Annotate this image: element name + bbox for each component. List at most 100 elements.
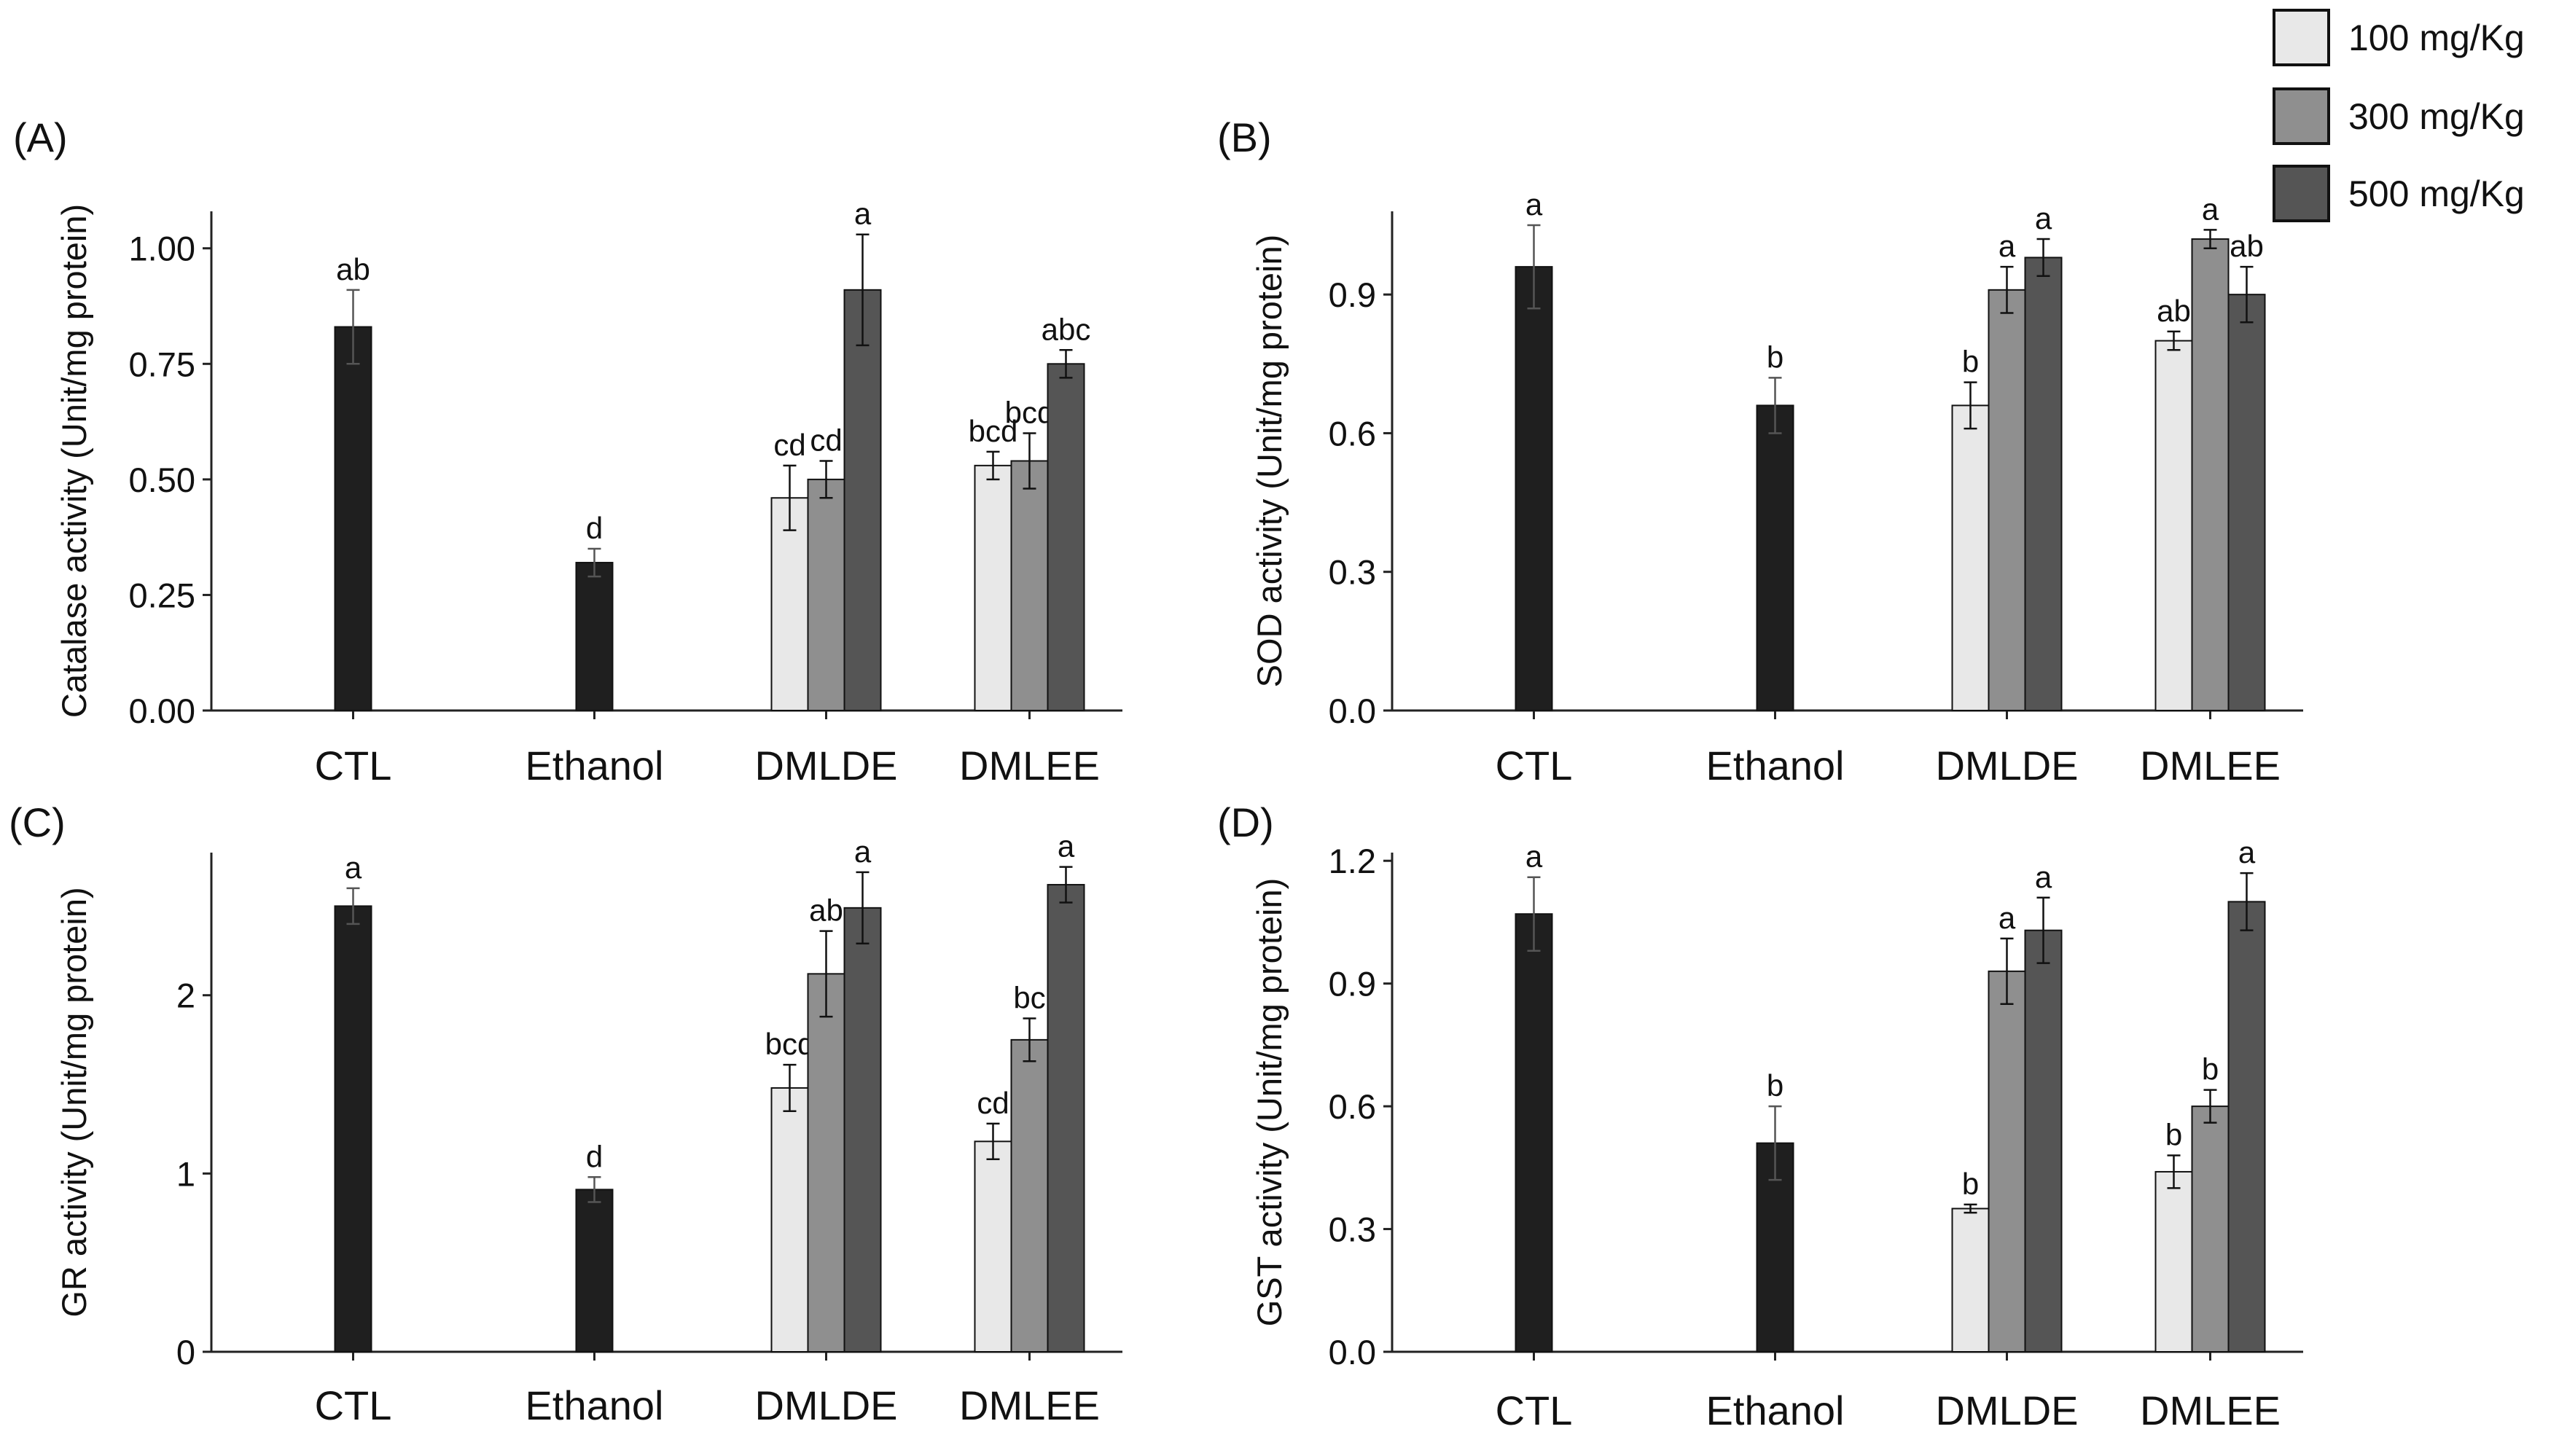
legend-label-1: 100 mg/Kg <box>2348 17 2525 58</box>
legend: 100 mg/Kg 300 mg/Kg 500 mg/Kg <box>2273 9 2525 222</box>
y-tick-label: 1 <box>176 1154 195 1193</box>
significance-letter: bcd <box>765 1027 815 1061</box>
bar <box>974 1140 1012 1353</box>
panel-d: (D) 0.0 0.3 0.6 0.9 1.2 GST activity (Unit/mg … <box>1217 799 2303 1433</box>
significance-letter: ab <box>336 252 370 286</box>
bar <box>843 289 882 711</box>
x-tick-label: Ethanol <box>1706 743 1845 788</box>
x-tick-label: DMLEE <box>2140 743 2281 788</box>
legend-swatch-3 <box>2273 165 2330 222</box>
significance-letter: abc <box>1042 312 1091 346</box>
y-tick-label: 0.6 <box>1329 1087 1376 1126</box>
bar <box>843 907 882 1353</box>
bar <box>974 464 1012 711</box>
y-tick-label: 0.3 <box>1329 553 1376 592</box>
legend-label-3: 500 mg/Kg <box>2348 173 2525 214</box>
x-tick-label: DMLEE <box>959 1382 1100 1428</box>
significance-letter: ab <box>809 893 843 928</box>
y-axis-label: SOD activity (Unit/mg protein) <box>1250 235 1289 688</box>
bar <box>1010 1038 1049 1353</box>
significance-letter: b <box>1962 1167 1979 1201</box>
y-tick-label: 1.00 <box>129 230 195 268</box>
bar <box>1515 266 1553 712</box>
significance-letter: a <box>1998 901 2016 935</box>
bar <box>2024 929 2063 1353</box>
bar <box>575 1189 614 1353</box>
significance-letter: bcd <box>969 414 1018 448</box>
bar <box>1951 404 1990 712</box>
significance-letter: a <box>1525 839 1543 874</box>
bar <box>1951 1208 1990 1353</box>
significance-letter: cd <box>810 423 842 458</box>
significance-letter: b <box>2202 1052 2219 1087</box>
bar <box>807 478 845 711</box>
x-tick-label: DMLEE <box>959 743 1100 788</box>
significance-letter: b <box>1767 1068 1783 1103</box>
panel-a: (A) 0.00 0.25 0.50 0.75 1.00 Catalase activity… <box>13 114 1122 788</box>
bar <box>2227 901 2266 1353</box>
significance-letter: a <box>2035 860 2052 894</box>
y-tick-label: 0.75 <box>129 345 195 383</box>
bar <box>807 973 845 1353</box>
y-axis-label: Catalase activity (Unit/mg protein) <box>55 204 93 718</box>
panel-c: (C) 0 1 2 GR activity (Unit/mg protein) CTL a E… <box>9 799 1122 1428</box>
significance-letter: a <box>854 834 872 869</box>
significance-letter: a <box>854 197 872 231</box>
bar <box>1047 884 1085 1353</box>
significance-letter: cd <box>977 1086 1009 1120</box>
significance-letter: a <box>1058 829 1075 864</box>
y-tick-label: 0.25 <box>129 576 195 614</box>
significance-letter: cd <box>773 428 805 462</box>
x-tick-label: Ethanol <box>1706 1387 1845 1433</box>
significance-letter: ab <box>2157 294 2191 328</box>
y-tick-label: 0.0 <box>1329 1333 1376 1371</box>
x-tick-label: DMLDE <box>1935 743 2078 788</box>
legend-label-2: 300 mg/Kg <box>2348 96 2525 137</box>
bar <box>1515 913 1553 1353</box>
significance-letter: a <box>2238 835 2256 869</box>
significance-letter: d <box>586 1139 603 1173</box>
significance-letter: a <box>1525 187 1543 222</box>
bar <box>334 905 372 1353</box>
significance-letter: a <box>2035 201 2052 235</box>
bar <box>1047 363 1085 711</box>
significance-letter: b <box>1962 345 1979 379</box>
panel-b: (B) 0.0 0.3 0.6 0.9 SOD activity (Unit/mg pro… <box>1217 114 2303 788</box>
significance-letter: bcd <box>1005 395 1055 429</box>
panel-label: (A) <box>13 114 68 160</box>
x-tick-label: DMLDE <box>754 743 897 788</box>
bar <box>2191 1105 2230 1353</box>
legend-swatch-1 <box>2273 9 2330 66</box>
y-axis-label: GST activity (Unit/mg protein) <box>1250 878 1289 1327</box>
bar <box>1010 460 1049 711</box>
significance-letter: b <box>2165 1117 2182 1151</box>
bar <box>2154 1170 2193 1353</box>
x-tick-label: CTL <box>1496 743 1573 788</box>
y-tick-label: 0.9 <box>1329 275 1376 314</box>
bar <box>770 1087 809 1353</box>
y-tick-label: 0.3 <box>1329 1210 1376 1249</box>
y-tick-label: 0.50 <box>129 461 195 499</box>
panel-label: (D) <box>1217 799 1274 845</box>
bar <box>334 326 372 711</box>
bar <box>1988 970 2026 1353</box>
bar <box>2227 294 2266 711</box>
significance-letter: a <box>2202 192 2219 226</box>
y-tick-label: 0.9 <box>1329 965 1376 1003</box>
panel-label: (C) <box>9 799 66 845</box>
significance-letter: a <box>345 850 362 885</box>
bar <box>1756 404 1794 712</box>
bar <box>2191 238 2230 711</box>
panel-label: (B) <box>1217 114 1272 160</box>
y-tick-label: 1.2 <box>1329 842 1376 880</box>
y-tick-label: 0 <box>176 1333 195 1371</box>
x-tick-label: DMLDE <box>754 1382 897 1428</box>
x-tick-label: CTL <box>1496 1387 1573 1433</box>
x-tick-label: Ethanol <box>525 1382 664 1428</box>
x-tick-label: DMLDE <box>1935 1387 2078 1433</box>
x-tick-label: CTL <box>315 743 392 788</box>
legend-swatch-2 <box>2273 87 2330 145</box>
y-tick-label: 0.6 <box>1329 414 1376 453</box>
bar <box>2154 340 2193 711</box>
